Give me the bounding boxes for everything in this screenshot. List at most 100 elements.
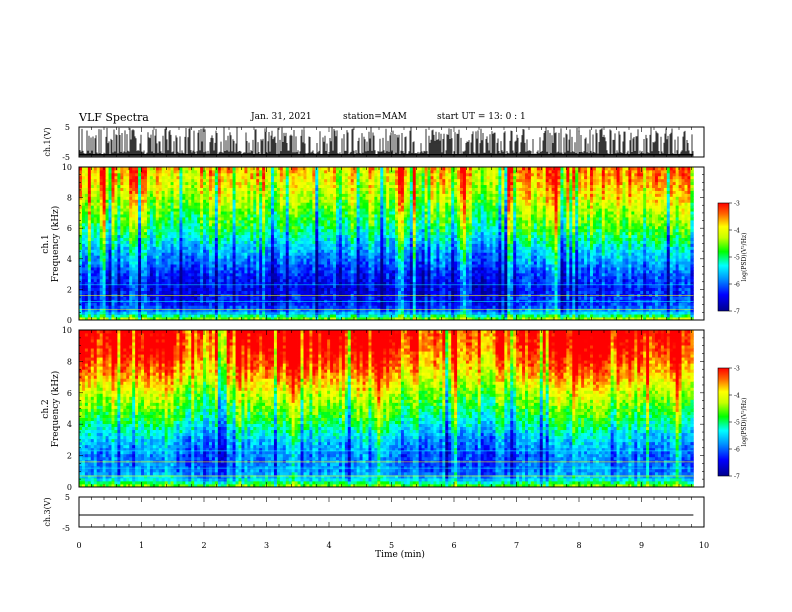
spectrogram-cell bbox=[495, 275, 499, 280]
spectrogram-cell bbox=[291, 269, 296, 274]
spectrogram-cell bbox=[161, 314, 166, 318]
spectrogram-cell bbox=[395, 255, 399, 259]
spectrogram-cell bbox=[460, 308, 464, 312]
spectrogram-cell bbox=[194, 308, 198, 312]
spectrogram-cell bbox=[126, 264, 130, 268]
spectrogram-cell bbox=[628, 252, 632, 256]
spectrogram-cell bbox=[327, 299, 331, 303]
spectrogram-cell bbox=[592, 290, 597, 294]
spectrogram-cell bbox=[643, 252, 647, 256]
spectrogram-cell bbox=[548, 287, 552, 291]
spectrogram-cell bbox=[595, 272, 600, 277]
spectrogram-cell bbox=[327, 278, 331, 283]
spectrogram-cell bbox=[492, 314, 496, 318]
spectrogram-cell bbox=[235, 314, 239, 318]
spectrogram-cell bbox=[321, 281, 325, 286]
spectrogram-cell bbox=[492, 299, 496, 303]
spectrogram-cell bbox=[619, 281, 623, 286]
spectrogram-cell bbox=[616, 261, 620, 265]
spectrogram-cell bbox=[105, 272, 109, 277]
spectrogram-cell bbox=[527, 272, 532, 277]
spectrogram-cell bbox=[663, 296, 668, 300]
spectrogram-cell bbox=[288, 278, 293, 283]
spectrogram-cell bbox=[191, 255, 195, 259]
spectrogram-cell bbox=[575, 305, 579, 309]
spectrogram-cell bbox=[622, 287, 626, 291]
spectrogram-cell bbox=[108, 252, 112, 256]
spectrogram-cell bbox=[687, 258, 691, 262]
spectrogram-cell bbox=[536, 305, 541, 309]
spectrogram-cell bbox=[149, 275, 154, 280]
spectrogram-cell bbox=[114, 269, 118, 274]
spectrogram-cell bbox=[111, 275, 115, 280]
spectrogram-cell bbox=[117, 264, 121, 268]
spectrogram-cell bbox=[220, 278, 225, 283]
spectrogram-cell bbox=[188, 308, 192, 312]
spectrogram-cell bbox=[135, 278, 139, 283]
spectrogram-cell bbox=[244, 287, 248, 291]
spectrogram-cell bbox=[649, 302, 653, 306]
spectrogram-cell bbox=[395, 299, 399, 303]
spectrogram-cell bbox=[616, 287, 620, 291]
spectrogram-cell bbox=[519, 255, 523, 259]
spectrogram-cell bbox=[477, 258, 482, 262]
spectrogram-cell bbox=[238, 267, 242, 271]
spectrogram-cell bbox=[492, 255, 496, 259]
spectrogram-cell bbox=[226, 281, 231, 286]
spectrogram-cell bbox=[117, 252, 121, 256]
spectrogram-cell bbox=[460, 284, 464, 289]
spectrogram-cell bbox=[288, 258, 293, 262]
spectrogram-cell bbox=[569, 302, 573, 306]
spectrogram-cell bbox=[592, 284, 597, 289]
spectrogram-cell bbox=[309, 272, 313, 277]
spectrogram-cell bbox=[649, 284, 653, 289]
spectrogram-cell bbox=[412, 252, 417, 256]
spectrogram-cell bbox=[200, 269, 204, 274]
spectrogram-cell bbox=[507, 272, 511, 277]
spectrogram-cell bbox=[649, 278, 653, 283]
spectrogram-cell bbox=[666, 252, 671, 256]
spectrogram-cell bbox=[344, 255, 349, 259]
spectrogram-cell bbox=[79, 261, 83, 265]
spectrogram-cell bbox=[214, 296, 219, 300]
spectrogram-cell bbox=[114, 296, 118, 300]
spectrogram-cell bbox=[294, 308, 298, 312]
spectrogram-cell bbox=[454, 287, 458, 291]
spectrogram-cell bbox=[241, 267, 245, 271]
spectrogram-cell bbox=[581, 264, 585, 268]
spectrogram-cell bbox=[566, 314, 570, 318]
spectrogram-cell bbox=[146, 305, 151, 309]
spectrogram-cell bbox=[244, 290, 248, 294]
spectrogram-cell bbox=[96, 252, 101, 256]
spectrogram-cell bbox=[350, 317, 355, 320]
spectrogram-cell bbox=[578, 314, 582, 318]
spectrogram-cell bbox=[527, 275, 532, 280]
spectrogram-cell bbox=[123, 305, 127, 309]
spectrogram-cell bbox=[572, 281, 576, 286]
spectrogram-cell bbox=[678, 272, 682, 277]
spectrogram-cell bbox=[167, 302, 171, 306]
spectrogram-cell bbox=[501, 305, 505, 309]
spectrogram-cell bbox=[398, 305, 402, 309]
spectrogram-cell bbox=[155, 284, 160, 289]
spectrogram-cell bbox=[501, 275, 505, 280]
spectrogram-cell bbox=[341, 308, 346, 312]
spectrogram-cell bbox=[96, 317, 101, 320]
spectrogram-cell bbox=[235, 278, 239, 283]
spectrogram-cell bbox=[619, 284, 623, 289]
spectrogram-cell bbox=[220, 267, 225, 271]
spectrogram-cell bbox=[604, 264, 609, 268]
spectrogram-cell bbox=[330, 296, 334, 300]
spectrogram-cell bbox=[167, 317, 171, 320]
spectrogram-cell bbox=[660, 258, 665, 262]
spectrogram-cell bbox=[279, 290, 284, 294]
spectrogram-cell bbox=[666, 264, 671, 268]
spectrogram-cell bbox=[303, 275, 307, 280]
spectrogram-cell bbox=[102, 308, 106, 312]
spectrogram-cell bbox=[507, 258, 511, 262]
spectrogram-cell bbox=[522, 302, 526, 306]
spectrogram-cell bbox=[557, 281, 561, 286]
spectrogram-cell bbox=[211, 267, 216, 271]
spectrogram-cell bbox=[625, 299, 629, 303]
spectrogram-cell bbox=[587, 258, 591, 262]
